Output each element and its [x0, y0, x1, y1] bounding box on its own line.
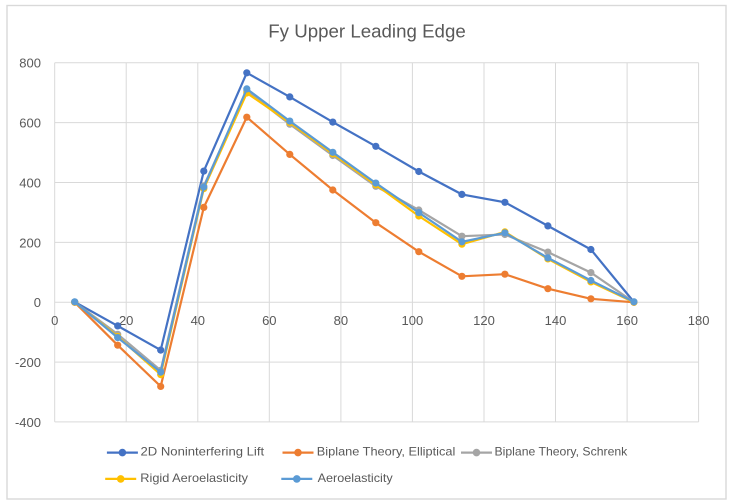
- svg-text:0: 0: [51, 313, 58, 328]
- svg-text:800: 800: [19, 56, 41, 71]
- svg-text:Biplane Theory, Schrenk: Biplane Theory, Schrenk: [495, 445, 629, 459]
- svg-text:100: 100: [402, 313, 424, 328]
- svg-text:-400: -400: [15, 415, 41, 430]
- svg-text:Biplane Theory, Elliptical: Biplane Theory, Elliptical: [317, 445, 456, 459]
- svg-text:120: 120: [473, 313, 495, 328]
- svg-text:160: 160: [616, 313, 638, 328]
- svg-text:400: 400: [19, 175, 41, 190]
- svg-text:Fy Upper Leading Edge: Fy Upper Leading Edge: [268, 21, 466, 42]
- svg-text:60: 60: [262, 313, 276, 328]
- svg-text:Aeroelasticity: Aeroelasticity: [318, 471, 393, 485]
- svg-text:80: 80: [334, 313, 348, 328]
- svg-text:Rigid Aeroelasticity: Rigid Aeroelasticity: [140, 471, 248, 485]
- svg-text:180: 180: [688, 313, 710, 328]
- svg-text:140: 140: [545, 313, 567, 328]
- svg-text:40: 40: [191, 313, 205, 328]
- svg-text:0: 0: [34, 295, 41, 310]
- svg-text:-200: -200: [15, 355, 41, 370]
- svg-text:2D Noninterfering Lift: 2D Noninterfering Lift: [141, 445, 265, 459]
- svg-text:600: 600: [19, 116, 41, 131]
- svg-text:200: 200: [19, 235, 41, 250]
- svg-text:20: 20: [119, 313, 133, 328]
